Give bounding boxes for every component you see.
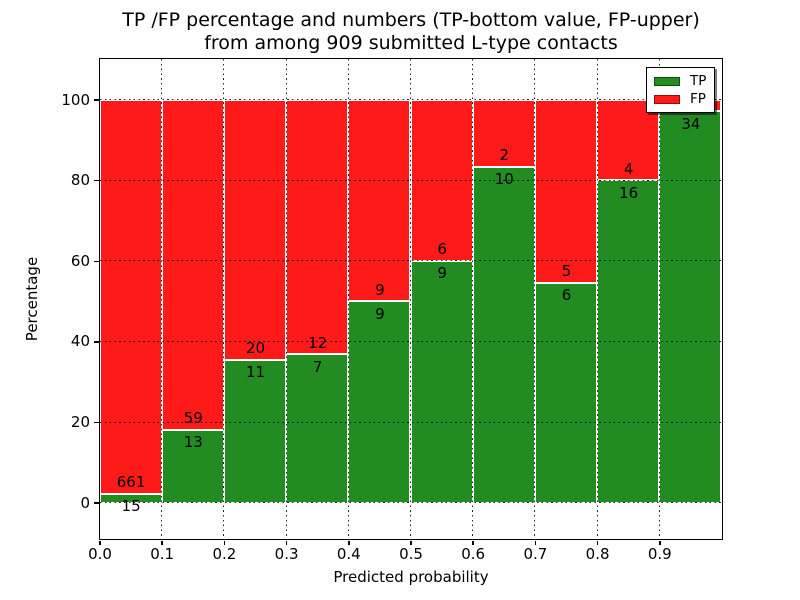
x-tick-mark <box>348 540 350 545</box>
fp-count-label: 59 <box>183 409 203 428</box>
x-tick-label: 0.9 <box>647 545 672 563</box>
x-tick-mark <box>659 540 661 545</box>
bar-segment-tp <box>223 359 287 503</box>
horizontal-gridline <box>99 421 722 423</box>
y-tick-label: 80 <box>70 171 90 190</box>
chart-title-line-1: TP /FP percentage and numbers (TP-bottom… <box>122 9 700 31</box>
bar-segment-fp <box>534 99 598 283</box>
y-tick-mark <box>94 260 99 263</box>
vertical-gridline <box>596 58 598 539</box>
x-tick-label: 0.3 <box>274 545 299 563</box>
vertical-gridline <box>410 58 411 539</box>
vertical-gridline <box>161 58 163 539</box>
x-tick-label: 0.7 <box>523 545 548 563</box>
bar-segment-tp <box>659 111 722 503</box>
x-tick-label: 0.2 <box>212 545 237 563</box>
horizontal-gridline <box>99 99 722 101</box>
fp-count-label: 6 <box>437 240 447 259</box>
y-tick-label: 60 <box>70 251 90 270</box>
vertical-gridline <box>534 58 536 539</box>
bar-segment-fp <box>223 99 287 360</box>
tp-color-swatch-icon <box>654 76 680 86</box>
legend-entry-tp: TP <box>654 73 707 89</box>
tp-count-label: 7 <box>312 357 323 376</box>
x-tick-label: 0.8 <box>585 545 610 563</box>
x-tick-label: 0.6 <box>461 545 486 563</box>
fp-count-label: 2 <box>499 146 510 165</box>
y-tick-label: 20 <box>70 413 90 432</box>
x-axis-label: Predicted probability <box>333 568 489 586</box>
fp-count-label: 12 <box>308 333 328 352</box>
fp-count-label: 5 <box>561 262 572 281</box>
horizontal-gridline <box>99 179 722 181</box>
tp-count-label: 16 <box>619 183 639 202</box>
bar-segment-fp <box>286 99 349 355</box>
fp-color-swatch-icon <box>654 94 680 104</box>
fp-count-label: 4 <box>623 159 634 178</box>
legend: TP FP <box>646 67 715 113</box>
x-tick-mark <box>596 540 599 545</box>
x-tick-mark <box>285 540 288 545</box>
legend-label-tp: TP <box>690 73 707 89</box>
vertical-gridline <box>285 58 287 539</box>
x-tick-mark <box>534 540 537 545</box>
chart-title-line-2: from among 909 submitted L-type contacts <box>204 32 618 54</box>
x-tick-label: 0.0 <box>88 545 112 563</box>
x-tick-label: 0.1 <box>150 545 175 563</box>
tp-count-label: 9 <box>375 304 385 323</box>
tp-count-label: 15 <box>121 497 141 516</box>
y-tick-mark <box>94 179 99 182</box>
horizontal-gridline <box>99 260 722 262</box>
x-tick-mark <box>161 540 163 545</box>
tp-count-label: 13 <box>183 433 203 452</box>
fp-count-label: 661 <box>116 473 146 492</box>
x-tick-label: 0.5 <box>399 545 423 563</box>
horizontal-gridline <box>99 502 722 504</box>
vertical-gridline <box>472 58 474 539</box>
y-tick-mark <box>94 502 99 504</box>
x-tick-mark <box>410 540 412 545</box>
bar-segment-tp <box>286 354 349 503</box>
tp-count-label: 9 <box>437 264 447 283</box>
bar-segment-fp <box>99 99 162 494</box>
x-tick-mark <box>223 540 226 545</box>
vertical-gridline <box>223 58 225 539</box>
bar-segment-fp <box>472 99 535 167</box>
tp-count-label: 11 <box>245 363 266 382</box>
y-tick-mark <box>94 341 99 343</box>
fp-count-label: 9 <box>375 280 385 299</box>
bar-segment-tp <box>534 283 598 503</box>
bar-segment-tp <box>348 301 411 503</box>
x-tick-label: 0.4 <box>336 545 361 563</box>
bar-segment-fp <box>161 99 224 430</box>
horizontal-gridline <box>99 340 722 342</box>
y-tick-mark <box>94 99 99 101</box>
y-tick-label: 0 <box>80 493 90 512</box>
tp-count-label: 6 <box>561 286 572 305</box>
x-tick-mark <box>472 540 474 545</box>
bar-segment-tp <box>472 166 535 503</box>
vertical-gridline <box>347 58 349 539</box>
legend-label-fp: FP <box>690 91 706 107</box>
vertical-gridline <box>658 58 660 539</box>
tp-count-label: 34 <box>681 114 701 133</box>
bar-segment-fp <box>348 99 411 302</box>
tp-count-label: 10 <box>494 170 514 189</box>
y-tick-label: 100 <box>61 90 90 109</box>
x-tick-mark <box>99 540 101 545</box>
plot-inner <box>99 58 722 539</box>
plot-area <box>98 57 723 540</box>
legend-entry-fp: FP <box>654 91 707 107</box>
fp-count-label: 20 <box>245 339 266 358</box>
y-tick-label: 40 <box>70 332 90 351</box>
y-tick-mark <box>94 421 99 424</box>
bar-segment-tp <box>161 429 224 503</box>
bar-segment-tp <box>410 260 473 503</box>
